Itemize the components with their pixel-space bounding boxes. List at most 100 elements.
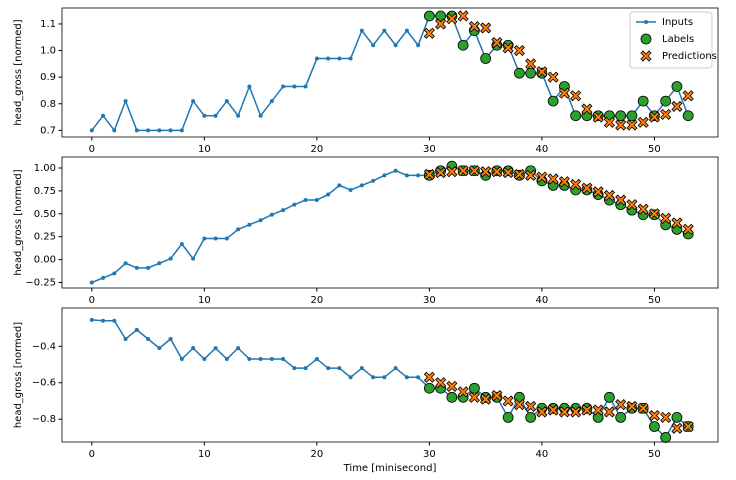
prediction-point [547,173,559,185]
input-point [112,271,117,276]
input-point [123,261,128,266]
prediction-point [682,420,694,433]
prediction-point [435,18,447,30]
input-point [404,28,409,33]
input-point [213,236,218,241]
prediction-point [547,71,559,83]
x-axis-label: Time [minisecond] [343,463,437,474]
input-point [157,128,162,133]
label-point [671,81,683,92]
input-point [157,346,162,351]
input-point [292,84,297,89]
input-point [89,317,94,322]
input-point [101,275,106,280]
input-point [247,222,252,227]
x-tick-label: 30 [423,144,436,155]
prediction-point [480,393,492,405]
x-tick-label: 30 [423,449,436,460]
label-point [457,39,469,51]
y-tick-label: 0.8 [40,99,56,110]
input-point [371,375,376,380]
prediction-point [480,22,492,34]
input-point [112,318,117,323]
input-point [134,265,139,270]
input-point [101,113,106,118]
label-point [637,95,649,107]
input-point [258,218,263,223]
prediction-point [423,168,435,180]
input-point [123,336,128,341]
x-tick-label: 10 [198,295,211,306]
input-point [348,56,353,61]
y-tick-label: 1.1 [40,19,56,30]
label-point [547,95,559,107]
input-point [303,84,308,89]
input-point [382,28,387,33]
label-point [604,391,615,403]
prediction-point [581,103,593,115]
y-axis-label: head_gross [normed] [13,169,24,275]
input-point [213,346,218,351]
prediction-point [637,116,649,128]
input-point [179,357,184,362]
input-point [393,168,398,173]
input-point [112,128,117,133]
prediction-point [446,166,458,178]
input-point [146,128,151,133]
prediction-point [536,406,548,418]
input-point [326,56,331,61]
prediction-point [457,165,469,177]
prediction-point [626,199,638,211]
plot-frame [61,7,719,138]
label-point [640,33,652,45]
input-point [326,366,331,371]
legend-label: Predictions [662,51,717,62]
prediction-point [536,171,548,183]
prediction-point [491,389,503,402]
y-tick-label: 1.00 [34,163,56,174]
prediction-point [581,182,593,194]
label-point [570,110,582,122]
input-point [393,43,398,48]
prediction-point [423,371,435,383]
prediction-point [491,166,503,178]
input-point [359,28,364,33]
input-point [224,236,229,241]
input-point [157,261,162,266]
input-point [281,84,286,89]
input-point [202,113,207,118]
input-point [236,227,241,232]
input-point [281,208,286,213]
prediction-point [637,402,649,414]
prediction-point [525,400,537,413]
prediction-point [468,21,480,33]
input-point [314,357,319,362]
prediction-point [570,90,582,102]
input-point [269,99,274,104]
x-tick-label: 50 [648,295,661,306]
y-tick-label: −0.25 [25,278,56,289]
prediction-point [525,58,537,70]
input-point [179,242,184,247]
x-tick-label: 10 [198,449,211,460]
x-tick-label: 0 [89,144,95,155]
prediction-point [640,50,652,62]
prediction-point [558,406,570,418]
label-point [513,67,525,79]
input-point [179,128,184,133]
label-point [480,53,492,64]
prediction-point [423,27,435,39]
input-point [191,256,196,261]
input-point [326,192,331,197]
prediction-point [536,66,548,78]
y-tick-label: 0.00 [34,255,56,266]
input-point [236,346,241,351]
prediction-point [513,168,525,180]
input-point [224,357,229,362]
input-point [314,198,319,203]
y-tick-label: 0.7 [40,125,56,136]
prediction-point [615,194,627,206]
legend-label: Labels [662,34,694,45]
